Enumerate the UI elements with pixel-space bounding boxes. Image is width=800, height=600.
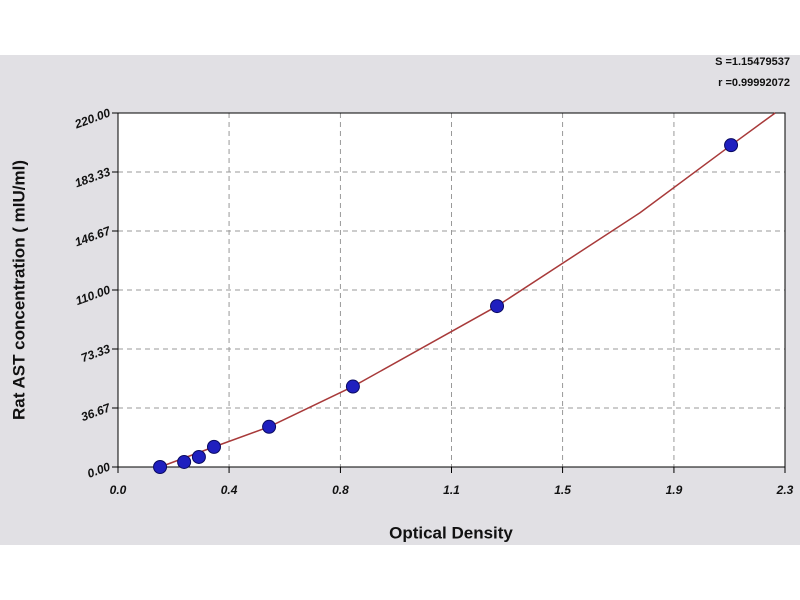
- data-point: [191, 449, 206, 464]
- data-point: [490, 299, 505, 314]
- x-tick-label: 1.9: [666, 483, 683, 497]
- fit-curve: [159, 112, 776, 468]
- annotation: r =0.99992072: [718, 77, 790, 89]
- x-axis-title: Optical Density: [389, 523, 513, 542]
- x-tick-label: 1.5: [554, 483, 571, 497]
- data-point: [345, 379, 360, 394]
- x-tick-label: 1.1: [443, 483, 460, 497]
- x-tick-label: 0.4: [221, 483, 238, 497]
- plot-border: [117, 112, 786, 468]
- x-tick-label: 2.3: [776, 483, 794, 497]
- data-point: [153, 460, 168, 474]
- y-axis-title: Rat AST concentration ( mIU/ml): [9, 160, 28, 420]
- data-point: [206, 439, 221, 454]
- data-point: [177, 454, 192, 469]
- data-point: [724, 138, 739, 153]
- data-point: [262, 419, 277, 434]
- x-tick-label: 0.0: [110, 483, 127, 497]
- annotation: S =1.15479537: [715, 56, 790, 68]
- x-tick-label: 0.8: [332, 483, 349, 497]
